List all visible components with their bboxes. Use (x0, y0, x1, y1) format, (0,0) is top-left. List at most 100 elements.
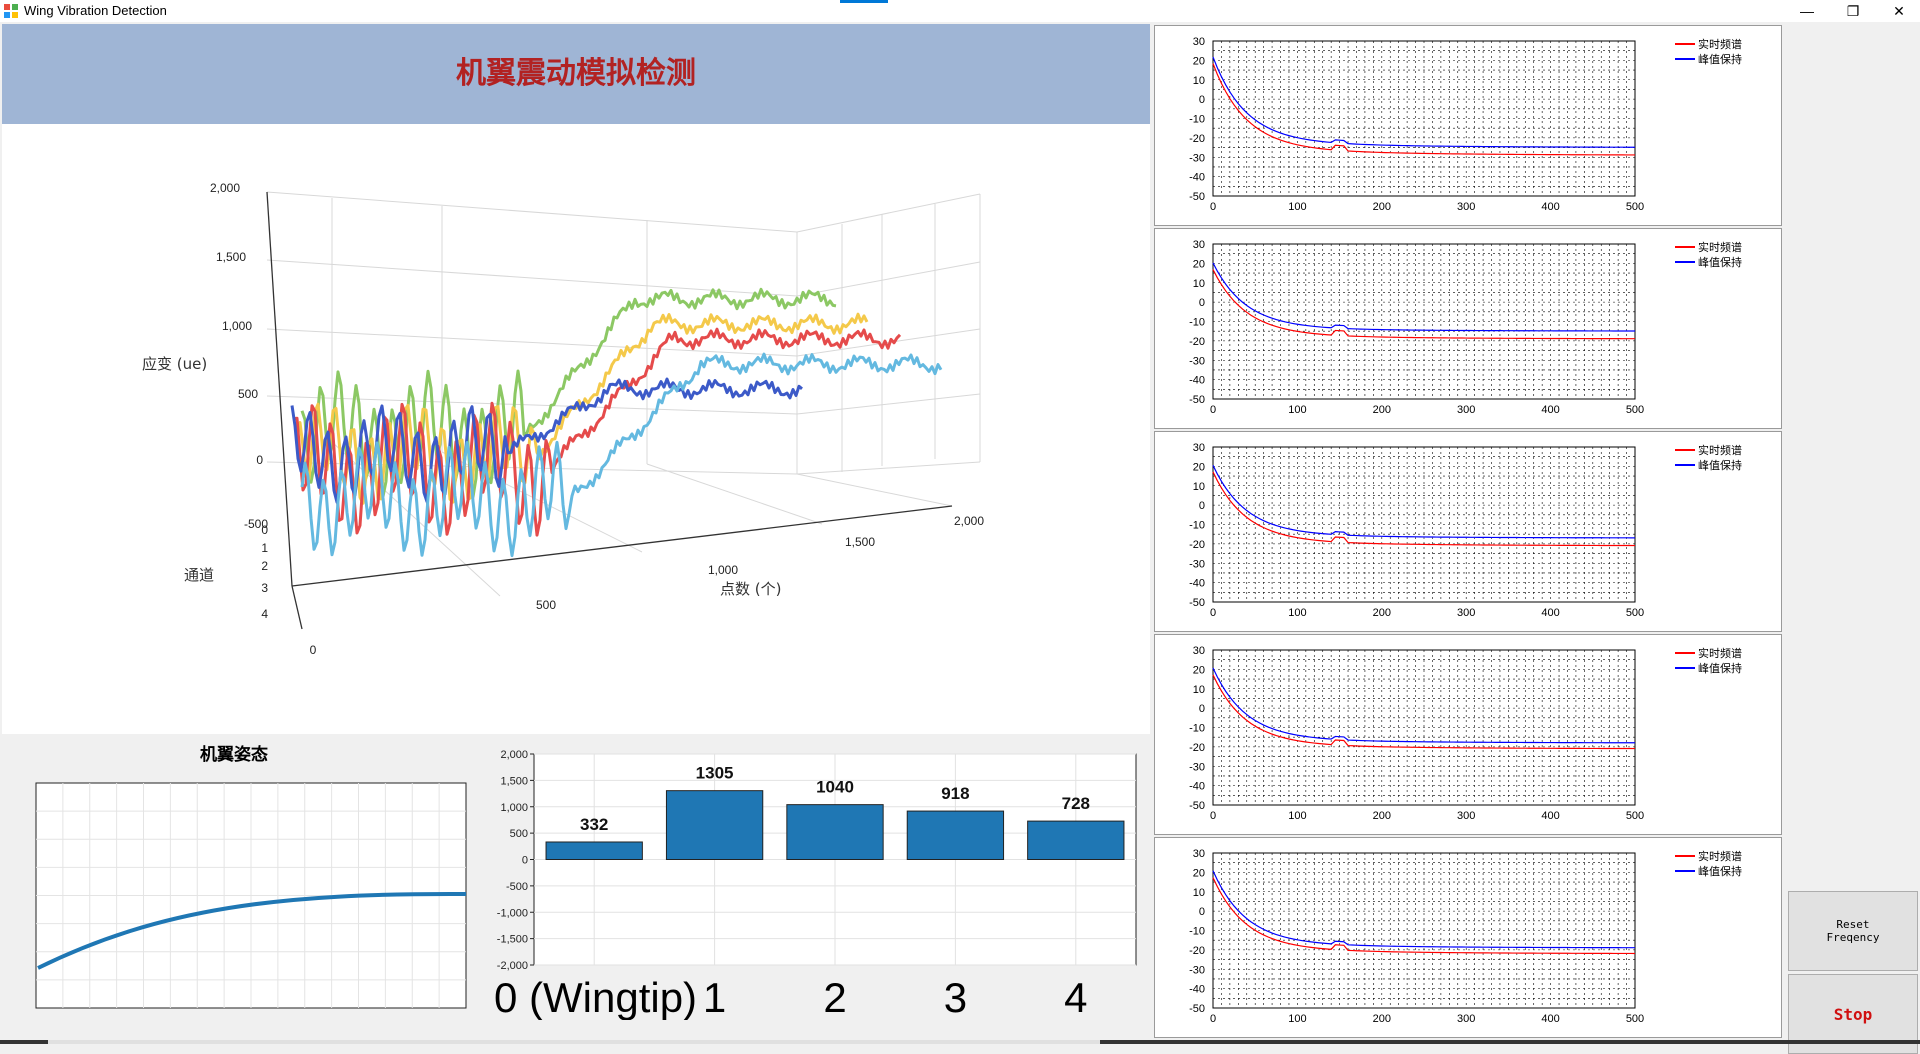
bar (665, 790, 764, 861)
surface-series-line (293, 327, 902, 537)
bar-category-label: 2 (823, 974, 846, 1020)
legend-label: 峰值保持 (1698, 661, 1742, 675)
spectrum-y-tick: -10 (1189, 723, 1205, 735)
surface-series-line (290, 377, 803, 504)
bar-y-tick: -1,500 (497, 934, 528, 946)
depth-tick: 2 (261, 559, 268, 573)
spectrum-x-tick: 500 (1626, 404, 1644, 416)
surface-chart: 2,000 1,500 1,000 500 0 -500 0 1 2 3 4 0… (142, 181, 984, 657)
bar-value-label: 728 (1062, 794, 1090, 813)
spectrum-y-tick: 10 (1193, 481, 1205, 493)
app-heading: 机翼震动模拟检测 (456, 56, 696, 91)
spectrum-x-tick: 300 (1457, 201, 1475, 213)
app-icon (4, 4, 18, 18)
bar (545, 841, 643, 860)
realtime-spectrum-line (1212, 269, 1636, 340)
bar-y-tick: 2,000 (500, 749, 528, 761)
spectrum-y-tick: 0 (1199, 297, 1205, 309)
spectrum-x-tick: 300 (1457, 1013, 1475, 1025)
spectrum-x-tick: 500 (1626, 607, 1644, 619)
spectrum-x-tick: 300 (1457, 607, 1475, 619)
spectrum-y-tick: 20 (1193, 664, 1205, 676)
bar-y-tick: 0 (522, 855, 528, 867)
realtime-spectrum-line (1212, 674, 1636, 750)
spectrum-y-tick: 10 (1193, 278, 1205, 290)
spectrum-x-tick: 200 (1373, 810, 1391, 822)
spectrum-x-tick: 200 (1373, 1013, 1391, 1025)
spectrum-y-tick: -40 (1189, 781, 1205, 793)
legend-label: 实时频谱 (1698, 443, 1742, 457)
legend-label: 峰值保持 (1698, 52, 1742, 66)
minimize-button[interactable]: — (1784, 0, 1830, 22)
minimize-icon: — (1800, 3, 1814, 19)
depth-tick: 0 (261, 523, 268, 537)
spectrum-y-tick: -20 (1189, 945, 1205, 957)
z-tick: -500 (244, 517, 268, 531)
z-tick: 500 (238, 387, 258, 401)
x-tick: 500 (536, 598, 556, 612)
spectrum-x-tick: 200 (1373, 404, 1391, 416)
spectrum-y-tick: 0 (1199, 906, 1205, 918)
spectrum-y-tick: 10 (1193, 75, 1205, 87)
spectrum-y-tick: -50 (1189, 800, 1205, 812)
spectrum-y-tick: 30 (1193, 848, 1205, 860)
spectrum-x-tick: 400 (1541, 201, 1559, 213)
spectrum-y-tick: -20 (1189, 336, 1205, 348)
attitude-curve (37, 891, 467, 970)
close-icon: ✕ (1893, 3, 1905, 19)
legend-label: 峰值保持 (1698, 255, 1742, 269)
close-button[interactable]: ✕ (1876, 0, 1920, 22)
x-tick: 1,500 (845, 535, 875, 549)
spectrum-x-tick: 0 (1210, 607, 1216, 619)
spectrum-panel-3: 30 20 10 0 -10 -20 -30 -40 -50 0 100 200 300 400 500 实时… (1154, 431, 1782, 632)
x-tick: 0 (310, 643, 317, 657)
z-axis-label: 应变 (ue) (142, 355, 207, 373)
window-title: Wing Vibration Detection (24, 3, 167, 18)
legend-label: 实时频谱 (1698, 849, 1742, 863)
spectrum-y-tick: -10 (1189, 317, 1205, 329)
realtime-spectrum-line (1212, 63, 1636, 156)
restore-icon: ❐ (1846, 3, 1860, 19)
spectrum-x-tick: 300 (1457, 810, 1475, 822)
bar-category-label: 1 (703, 974, 726, 1020)
depth-tick: 3 (261, 581, 268, 595)
bar-y-tick: 1,500 (500, 775, 528, 787)
header-banner: 机翼震动模拟检测 (2, 24, 1150, 124)
spectrum-x-tick: 500 (1626, 810, 1644, 822)
bar-value-label: 1040 (816, 778, 854, 797)
z-tick: 2,000 (210, 181, 240, 195)
spectrum-y-tick: -30 (1189, 558, 1205, 570)
legend-label: 峰值保持 (1698, 864, 1742, 878)
bar-category-label: 4 (1064, 974, 1087, 1020)
legend-label: 峰值保持 (1698, 458, 1742, 472)
restore-button[interactable]: ❐ (1830, 0, 1876, 22)
depth-axis-label: 通道 (184, 566, 214, 584)
attitude-chart (0, 768, 480, 1018)
spectrum-y-tick: -50 (1189, 1003, 1205, 1015)
surface-chart-panel: 2,000 1,500 1,000 500 0 -500 0 1 2 3 4 0… (2, 124, 1150, 734)
spectrum-y-tick: -40 (1189, 375, 1205, 387)
legend-label: 实时频谱 (1698, 240, 1742, 254)
x-tick: 2,000 (954, 514, 984, 528)
spectrum-x-tick: 100 (1288, 810, 1306, 822)
spectrum-y-tick: -40 (1189, 578, 1205, 590)
reset-frequency-button[interactable]: Reset Freqency (1788, 891, 1918, 971)
realtime-spectrum-line (1212, 471, 1636, 547)
surface-series-line (300, 352, 943, 558)
bar-y-tick: 500 (510, 828, 528, 840)
surface-series-line (300, 287, 837, 499)
bar-value-label: 332 (580, 815, 608, 834)
spectrum-x-tick: 100 (1288, 404, 1306, 416)
spectrum-y-tick: 0 (1199, 500, 1205, 512)
spectrum-x-tick: 0 (1210, 1013, 1216, 1025)
spectrum-y-tick: -30 (1189, 761, 1205, 773)
title-bar: Wing Vibration Detection — ❐ ✕ (0, 0, 1920, 22)
spectrum-x-tick: 200 (1373, 201, 1391, 213)
title-accent (840, 0, 888, 3)
spectrum-y-tick: -20 (1189, 539, 1205, 551)
spectrum-x-tick: 0 (1210, 201, 1216, 213)
spectrum-x-tick: 0 (1210, 404, 1216, 416)
bottom-strip (0, 1040, 1920, 1044)
spectrum-y-tick: -30 (1189, 152, 1205, 164)
spectrum-x-tick: 500 (1626, 1013, 1644, 1025)
